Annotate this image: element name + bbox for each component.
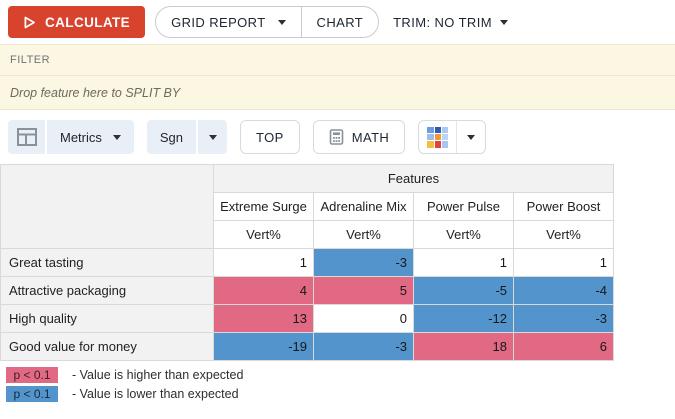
table-column-header-row: Extreme Surge Adrenaline Mix Power Pulse… <box>1 192 614 221</box>
column-header: Extreme Surge <box>213 192 314 221</box>
significance-legend: p < 0.1 - Value is higher than expected … <box>0 366 675 402</box>
value-cell: 6 <box>513 332 614 361</box>
sgn-dropdown[interactable] <box>198 120 228 154</box>
split-by-hint: Drop feature here to SPLIT BY <box>10 85 181 100</box>
play-icon <box>23 16 36 29</box>
table-group-header-row: Features <box>0 164 614 249</box>
metrics-label: Metrics <box>60 129 102 145</box>
top-toolbar: CALCULATE GRID REPORT CHART TRIM: NO TRI… <box>0 0 675 44</box>
column-header: Power Pulse <box>413 192 514 221</box>
legend-line-lower: p < 0.1 - Value is lower than expected <box>6 385 675 402</box>
table-row: High quality 13 0 -12 -3 <box>0 304 614 333</box>
row-label: Great tasting <box>0 248 214 277</box>
value-cell: 4 <box>213 276 314 305</box>
value-cell: -3 <box>313 332 414 361</box>
column-header: Adrenaline Mix <box>313 192 414 221</box>
filter-label: FILTER <box>10 54 51 66</box>
value-cell: -12 <box>413 304 514 333</box>
value-cell: 5 <box>313 276 414 305</box>
color-scheme-dropdown[interactable] <box>456 121 485 153</box>
calculate-label: CALCULATE <box>45 14 131 30</box>
metric-header: Vert% <box>413 220 514 249</box>
legend-text-higher: - Value is higher than expected <box>72 367 244 382</box>
legend-line-higher: p < 0.1 - Value is higher than expected <box>6 366 675 383</box>
chart-tab[interactable]: CHART <box>300 7 379 37</box>
row-label: Attractive packaging <box>0 276 214 305</box>
trim-dropdown[interactable]: TRIM: NO TRIM <box>393 15 508 30</box>
legend-text-lower: - Value is lower than expected <box>72 386 239 401</box>
chart-label: CHART <box>316 14 364 30</box>
grid-report-dropdown[interactable]: GRID REPORT <box>156 7 300 37</box>
grid-report-label: GRID REPORT <box>171 14 266 30</box>
report-type-switch: GRID REPORT CHART <box>155 6 380 38</box>
value-cell: -5 <box>413 276 514 305</box>
chevron-down-icon <box>499 19 508 25</box>
value-cell: 1 <box>513 248 614 277</box>
value-cell: 13 <box>213 304 314 333</box>
trim-label: TRIM: NO TRIM <box>393 14 492 30</box>
table-toolbar: Metrics Sgn TOP MATH <box>0 110 675 154</box>
row-label: Good value for money <box>0 332 214 361</box>
table-layout-button[interactable] <box>8 120 45 154</box>
color-palette-icon <box>427 126 449 148</box>
metrics-group: Metrics <box>8 120 134 154</box>
value-cell: -19 <box>213 332 314 361</box>
color-scheme-control <box>418 120 487 154</box>
split-by-dropzone[interactable]: Drop feature here to SPLIT BY <box>0 76 675 110</box>
chevron-down-icon <box>277 19 286 25</box>
column-header: Power Boost <box>513 192 614 221</box>
color-scheme-button[interactable] <box>419 121 456 153</box>
row-label: High quality <box>0 304 214 333</box>
calculator-icon <box>329 129 344 145</box>
math-label: MATH <box>351 129 390 145</box>
sgn-label: Sgn <box>159 129 184 145</box>
table-layout-icon <box>16 128 37 146</box>
legend-badge-lower: p < 0.1 <box>6 385 58 402</box>
value-cell: -3 <box>513 304 614 333</box>
table-row: Good value for money -19 -3 18 6 <box>0 332 614 361</box>
table-corner-cell <box>0 164 214 249</box>
sgn-group: Sgn <box>146 120 228 154</box>
sgn-button[interactable]: Sgn <box>146 120 197 154</box>
metric-header: Vert% <box>213 220 314 249</box>
chevron-down-icon <box>467 134 476 140</box>
table-row: Great tasting 1 -3 1 1 <box>0 248 614 277</box>
calculate-button[interactable]: CALCULATE <box>8 6 146 38</box>
metric-header: Vert% <box>513 220 614 249</box>
results-table: Features Extreme Surge Adrenaline Mix Po… <box>0 164 614 361</box>
features-group-header: Features <box>213 164 614 193</box>
top-button[interactable]: TOP <box>240 120 300 154</box>
value-cell: 18 <box>413 332 514 361</box>
results-table-container: Features Extreme Surge Adrenaline Mix Po… <box>0 164 675 361</box>
value-cell: 1 <box>413 248 514 277</box>
metrics-dropdown[interactable]: Metrics <box>47 120 134 154</box>
chevron-down-icon <box>112 134 121 140</box>
value-cell: 1 <box>213 248 314 277</box>
value-cell: 0 <box>313 304 414 333</box>
filter-dropzone[interactable]: FILTER <box>0 44 675 76</box>
legend-badge-higher: p < 0.1 <box>6 366 58 383</box>
table-row: Attractive packaging 4 5 -5 -4 <box>0 276 614 305</box>
value-cell: -3 <box>313 248 414 277</box>
math-button[interactable]: MATH <box>312 120 406 154</box>
top-label: TOP <box>256 129 284 145</box>
value-cell: -4 <box>513 276 614 305</box>
table-metric-header-row: Vert% Vert% Vert% Vert% <box>1 220 614 249</box>
metric-header: Vert% <box>313 220 414 249</box>
chevron-down-icon <box>208 134 217 140</box>
